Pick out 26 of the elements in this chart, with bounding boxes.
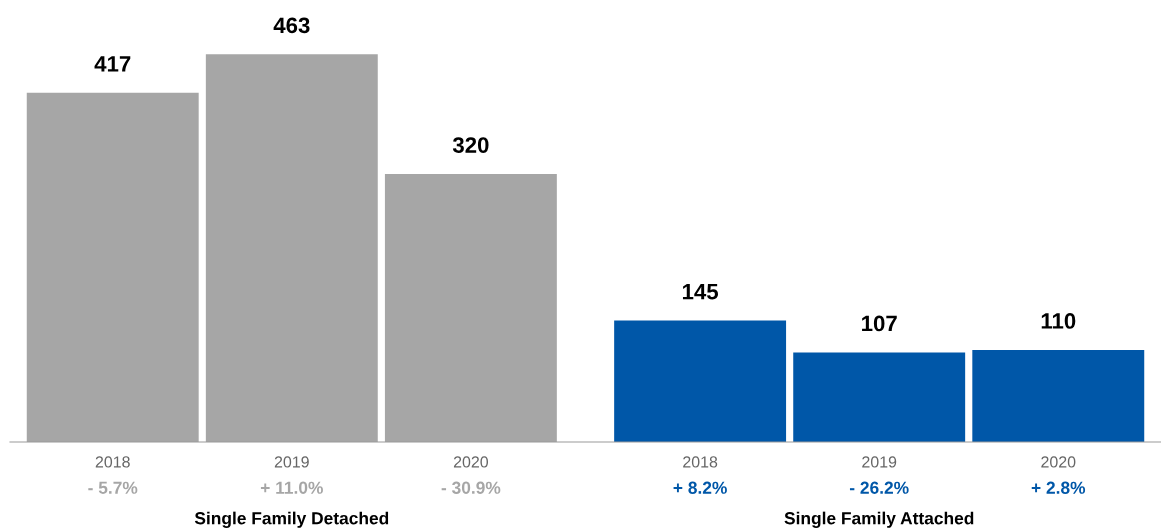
bar [972,349,1145,442]
data-label: 110 [1041,313,1076,329]
bar [384,174,557,442]
text: Single Family Detached [194,511,389,528]
text: Single Family Attached [784,511,974,528]
bar [26,92,199,442]
data-label: 463 [273,17,310,34]
x-tick-label: 2019 [862,456,897,468]
text: + 11.0% [260,481,323,494]
bar [614,320,787,442]
text: + 2.8% [1031,481,1086,494]
text: - 26.2% [849,481,909,494]
x-tick-label: 2019 [274,456,309,468]
data-label: 107 [862,315,897,332]
text: - 5.7% [88,481,138,494]
bar [793,352,966,442]
data-label: 145 [682,284,719,300]
bar [205,54,378,442]
data-label: 320 [452,137,489,153]
x-tick-label: 2020 [453,456,489,468]
text: + 8.2% [673,481,727,494]
x-tick-label: 2018 [95,456,130,468]
data-label: 417 [94,56,131,72]
x-tick-label: 2018 [683,456,718,468]
text: - 30.9% [441,481,501,494]
x-tick-label: 2020 [1041,456,1076,468]
